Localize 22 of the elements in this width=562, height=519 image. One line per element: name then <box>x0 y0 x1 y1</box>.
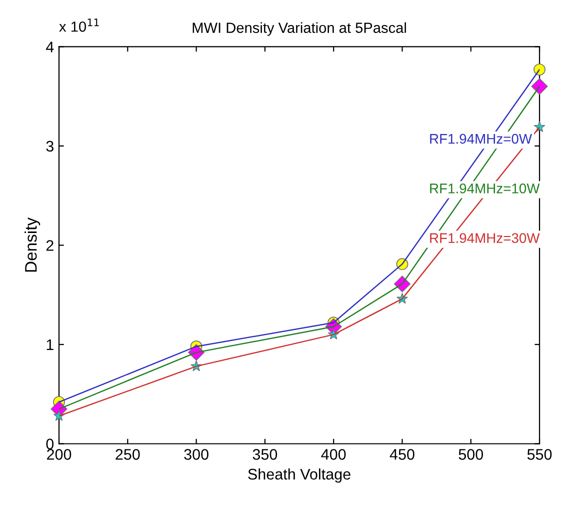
series-label: RF1.94MHz=10W <box>430 184 540 194</box>
x-tick-label: 250 <box>116 449 140 460</box>
y-tick-label: 3 <box>46 140 54 152</box>
y-tick-label: 2 <box>46 240 54 251</box>
point <box>534 64 546 76</box>
chart-title: MWI Density Variation at 5Pascal <box>192 22 406 36</box>
series-label: RF1.94MHz=30W <box>430 233 540 243</box>
x-axis-title: Sheath Voltage <box>248 468 350 483</box>
x-tick-label: 350 <box>252 449 278 460</box>
y-axis-title: Density <box>24 217 40 272</box>
x-tick-label: 500 <box>458 449 484 460</box>
y-tick-label: 0 <box>46 438 54 450</box>
series-label: RF1.94MHz=0W <box>430 134 532 144</box>
x-tick-label: 550 <box>527 449 552 460</box>
x-tick-label: 450 <box>390 449 414 460</box>
x-tick-label: 400 <box>321 449 346 460</box>
point <box>531 78 548 95</box>
y-tick-label: 4 <box>46 42 54 52</box>
x-tick-label: 300 <box>184 449 208 460</box>
y-tick-label: 1 <box>46 340 54 350</box>
x-tick-label: 200 <box>47 449 72 460</box>
text: x 10$^{11}$ <box>59 18 99 32</box>
